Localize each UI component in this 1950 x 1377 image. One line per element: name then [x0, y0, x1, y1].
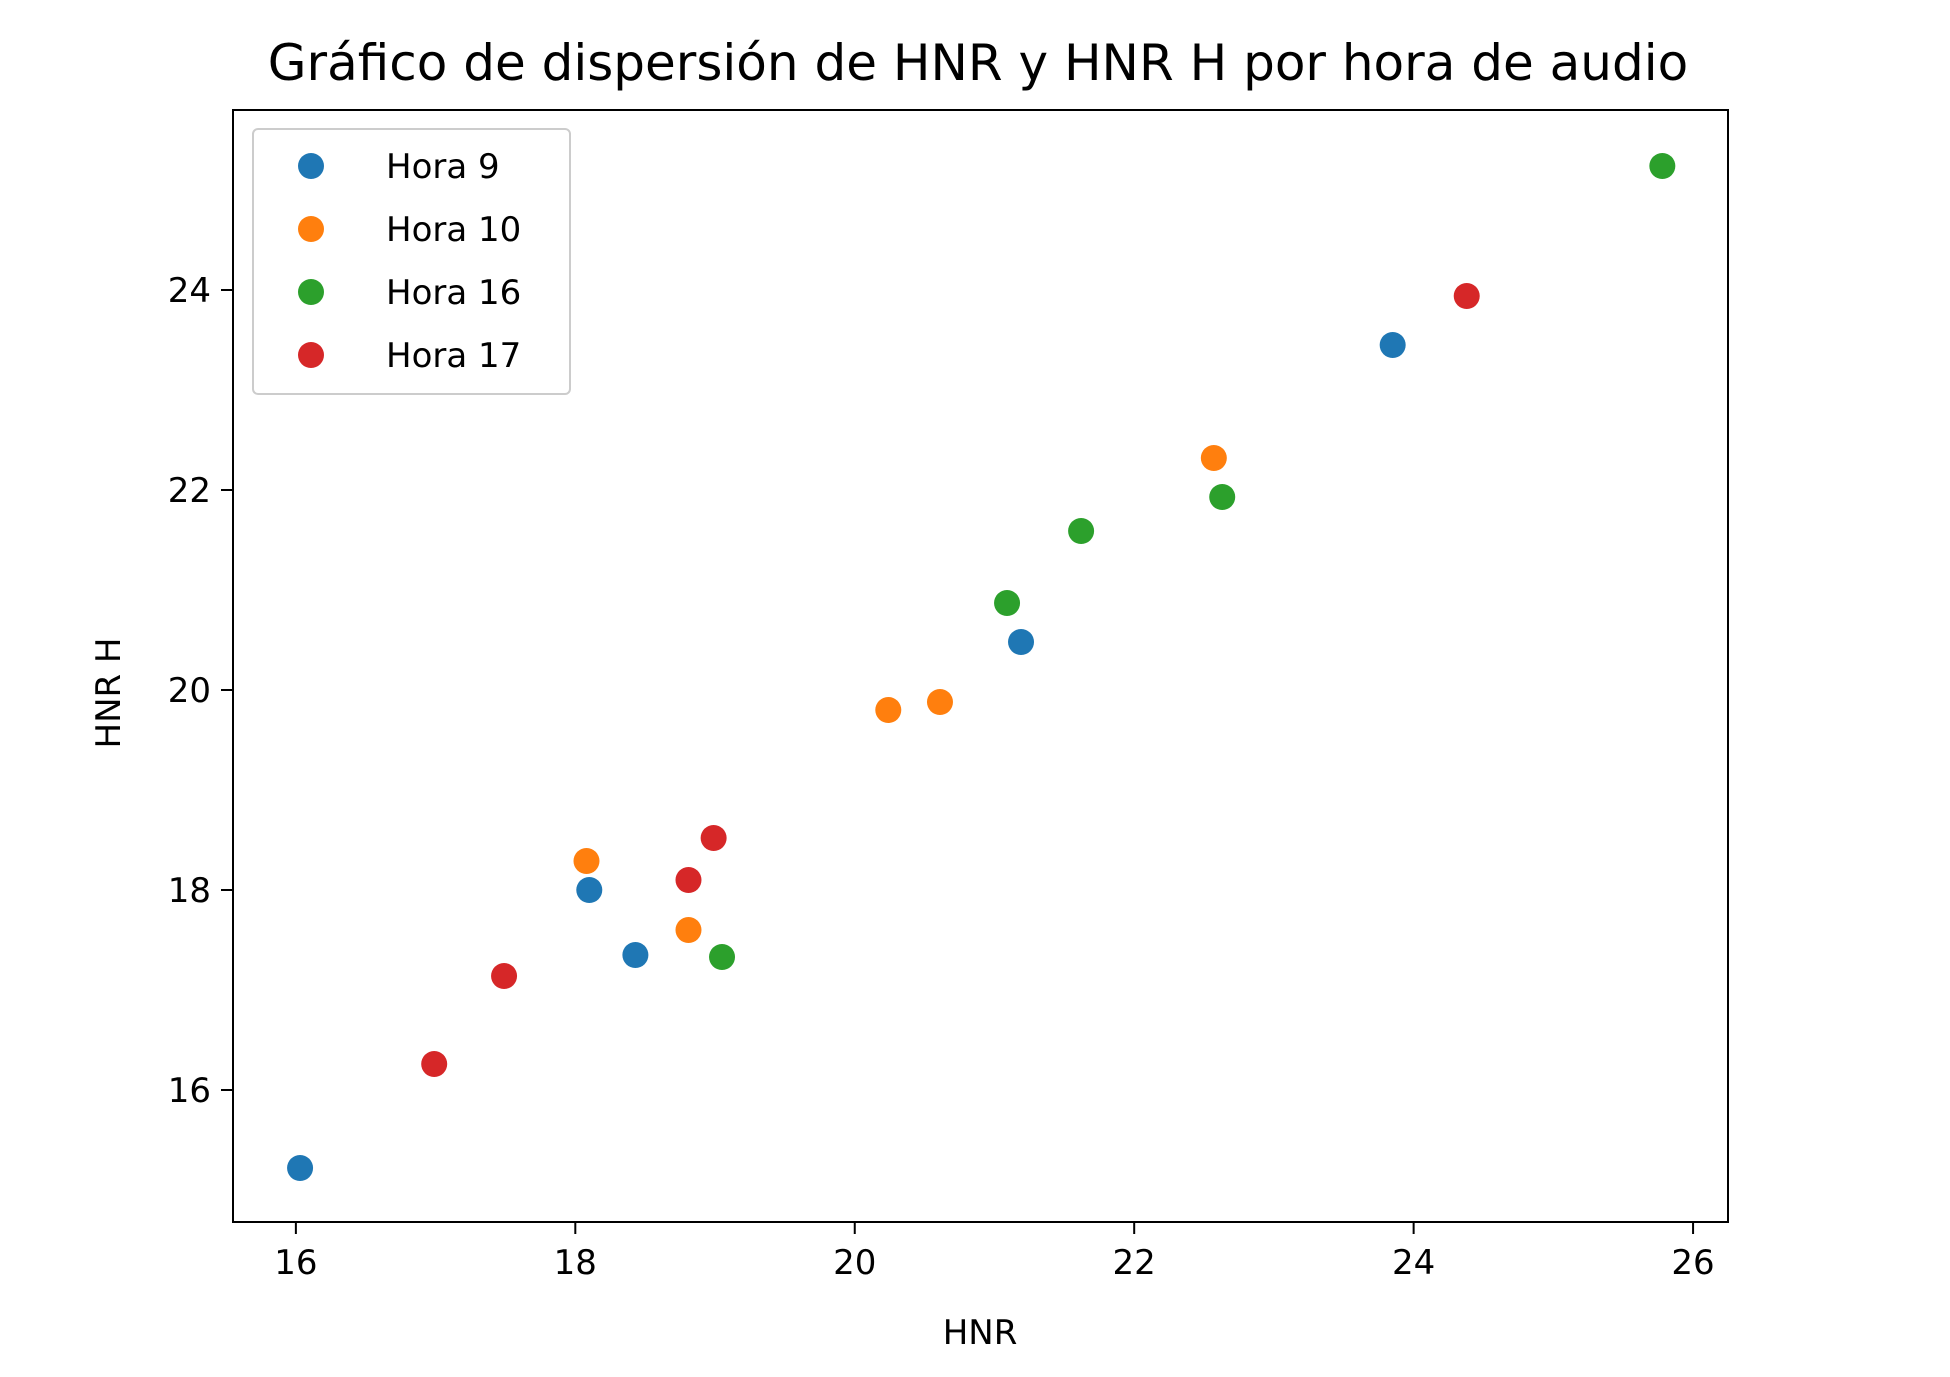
- legend-marker-hora-16: [298, 279, 324, 305]
- point-hora-10: [1200, 445, 1227, 471]
- point-hora-9: [287, 1155, 314, 1181]
- point-hora-16: [994, 590, 1021, 616]
- x-axis-label: HNR: [943, 1313, 1018, 1353]
- point-hora-17: [491, 963, 518, 989]
- y-tick-label: 24: [168, 271, 211, 311]
- point-hora-10: [675, 917, 702, 943]
- point-hora-16: [1209, 484, 1236, 510]
- x-axis: 16 18 20 22 24 26: [274, 1222, 1715, 1283]
- legend-label-hora-16: Hora 16: [386, 273, 521, 313]
- y-axis: 16 18 20 22 24: [168, 271, 233, 1111]
- point-hora-10: [926, 689, 953, 715]
- legend-label-hora-9: Hora 9: [386, 147, 500, 187]
- x-tick-label: 24: [1392, 1243, 1435, 1283]
- point-hora-17: [700, 825, 727, 851]
- x-tick-label: 22: [1113, 1243, 1156, 1283]
- point-hora-16: [709, 944, 736, 970]
- legend-box: [252, 128, 571, 395]
- point-hora-10: [875, 697, 902, 723]
- point-hora-16: [1649, 153, 1676, 179]
- legend-marker-hora-10: [298, 216, 324, 242]
- point-hora-16: [1068, 518, 1095, 544]
- point-hora-17: [1453, 283, 1480, 309]
- x-tick-label: 20: [833, 1243, 876, 1283]
- legend-marker-hora-17: [298, 342, 324, 368]
- y-tick-label: 20: [168, 671, 211, 711]
- plot-area: [232, 109, 1729, 1223]
- chart-title: Gráfico de dispersión de HNR y HNR H por…: [268, 34, 1688, 92]
- y-axis-label: HNR H: [89, 638, 129, 749]
- legend: Hora 9 Hora 10 Hora 16 Hora 17: [252, 128, 571, 395]
- point-hora-9: [576, 877, 603, 903]
- x-tick-label: 16: [274, 1243, 317, 1283]
- y-tick-label: 16: [168, 1071, 211, 1111]
- point-hora-10: [573, 848, 600, 874]
- x-tick-label: 18: [554, 1243, 597, 1283]
- y-tick-label: 22: [168, 471, 211, 511]
- x-tick-label: 26: [1671, 1243, 1714, 1283]
- point-hora-17: [675, 867, 702, 893]
- plot-frame: [232, 109, 1729, 1223]
- legend-label-hora-10: Hora 10: [386, 210, 521, 250]
- legend-marker-hora-9: [298, 153, 324, 179]
- point-hora-9: [1379, 332, 1406, 358]
- y-tick-label: 18: [168, 871, 211, 911]
- point-hora-9: [1008, 629, 1035, 655]
- data-points: [287, 153, 1676, 1181]
- legend-label-hora-17: Hora 17: [386, 336, 521, 376]
- point-hora-17: [421, 1051, 448, 1077]
- point-hora-9: [622, 942, 649, 968]
